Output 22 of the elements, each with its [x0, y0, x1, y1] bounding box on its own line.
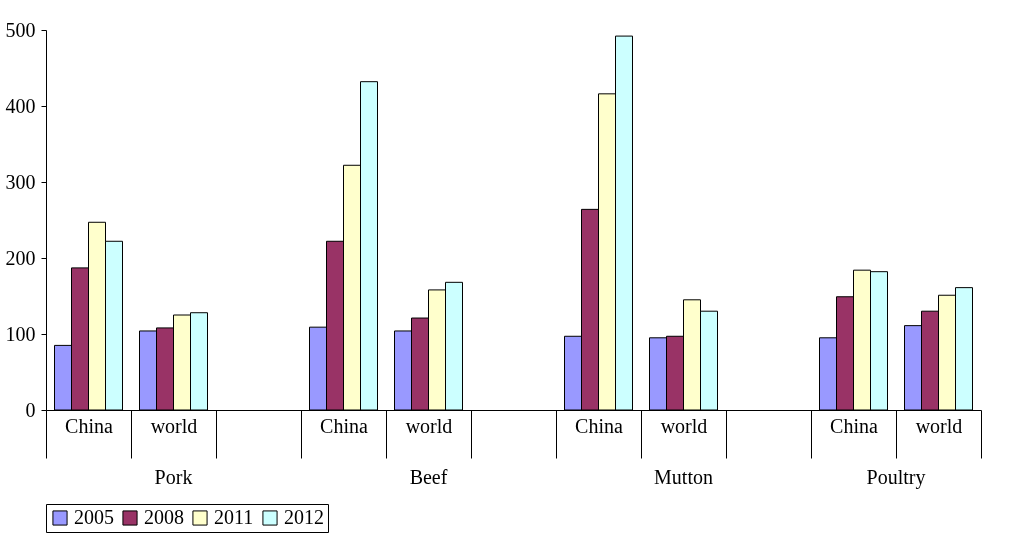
y-tick-label: 300	[5, 170, 36, 193]
text: Beef	[409, 466, 448, 488]
x-tick-label: China	[575, 414, 624, 437]
x-tick-label: world	[150, 414, 198, 437]
text: Pork	[154, 466, 193, 488]
y-tick-label: 100	[5, 322, 36, 345]
x-tick-label: China	[830, 414, 879, 437]
x-tick-label: world	[660, 414, 708, 437]
y-tick-label: 0	[25, 398, 36, 421]
y-tick-label: 400	[5, 94, 36, 117]
legend-label: 2005	[74, 506, 114, 528]
text: Mutton	[654, 466, 713, 488]
legend-label: 2012	[284, 506, 324, 528]
y-tick-label: 500	[5, 18, 36, 41]
text: Poultry	[866, 466, 926, 489]
legend-label: 2008	[144, 506, 184, 528]
x-tick-label: China	[65, 414, 114, 437]
y-tick-label: 200	[5, 246, 36, 269]
x-tick-label: world	[915, 414, 963, 437]
x-tick-label: world	[405, 414, 453, 437]
legend-label: 2011	[214, 506, 254, 528]
x-tick-label: China	[320, 414, 369, 437]
